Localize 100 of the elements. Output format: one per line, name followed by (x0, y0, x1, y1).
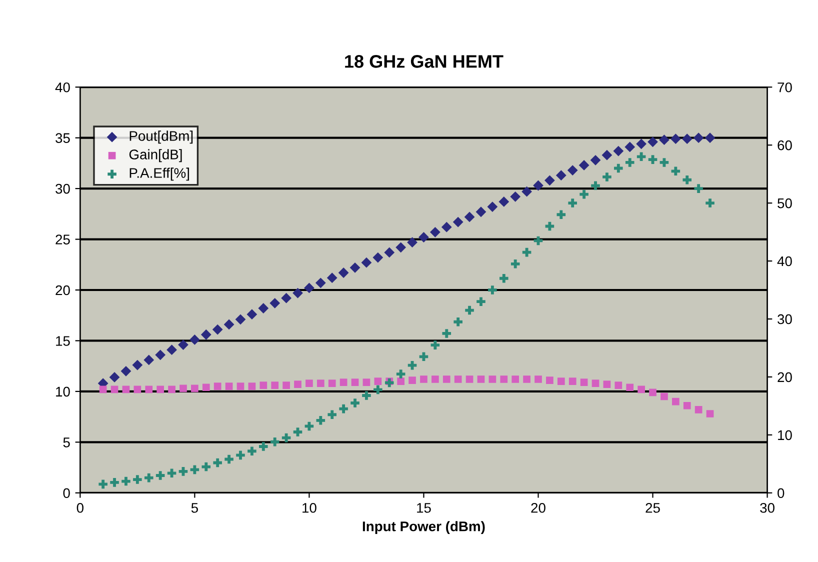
point (236, 450, 245, 460)
point (384, 378, 394, 388)
point (292, 288, 303, 298)
point (328, 410, 336, 420)
point (168, 386, 176, 394)
point (110, 478, 119, 487)
point (109, 372, 120, 382)
point (361, 257, 372, 268)
y-tick-label: 35 (56, 133, 70, 143)
point (454, 376, 462, 383)
point (224, 454, 234, 464)
point (590, 154, 601, 166)
point (178, 340, 188, 350)
point (408, 360, 417, 370)
point (614, 382, 622, 390)
point (396, 242, 406, 253)
point (362, 378, 370, 386)
point (166, 344, 177, 356)
point (522, 186, 532, 197)
point (270, 298, 280, 308)
point (477, 376, 485, 383)
point (189, 334, 200, 345)
point (384, 247, 395, 258)
point (500, 376, 508, 383)
point (306, 380, 313, 387)
x-tick-label: 15 (417, 503, 431, 513)
point (442, 329, 452, 338)
y2-tick-label: 10 (778, 430, 792, 440)
point (338, 268, 349, 278)
point (144, 473, 154, 482)
point (488, 376, 496, 383)
point (200, 329, 212, 340)
point (670, 134, 681, 144)
point (133, 475, 142, 484)
y-tick-label: 15 (56, 336, 70, 346)
point (98, 480, 108, 489)
point (144, 354, 154, 366)
point (225, 382, 233, 390)
y2-tick-label: 50 (778, 198, 792, 208)
point (99, 386, 107, 394)
point (556, 170, 566, 181)
point (350, 262, 360, 273)
y-tick-label: 20 (56, 285, 70, 296)
point (190, 465, 200, 474)
point (546, 376, 554, 384)
point (430, 340, 440, 350)
point (110, 386, 118, 394)
point (407, 237, 418, 248)
point (636, 138, 647, 150)
point (510, 260, 520, 268)
point (454, 317, 462, 326)
y-tick-label: 30 (56, 184, 70, 194)
point (132, 360, 143, 370)
point (441, 222, 452, 232)
point (362, 391, 371, 400)
point (248, 382, 256, 390)
point (282, 433, 291, 442)
point (624, 142, 636, 152)
point (259, 442, 268, 451)
y-tick-label: 5 (63, 438, 70, 448)
point (466, 376, 474, 383)
point (396, 370, 406, 378)
point (235, 314, 246, 325)
point (626, 384, 634, 392)
point (476, 206, 486, 218)
point (258, 303, 269, 314)
point (156, 386, 164, 394)
point (648, 155, 658, 164)
point (316, 416, 326, 425)
point (372, 252, 384, 263)
point (706, 198, 714, 208)
point (694, 184, 703, 193)
point (156, 471, 165, 480)
point (592, 380, 600, 387)
x-tick-label: 25 (646, 502, 660, 513)
legend-label: Pout[dBm] (130, 130, 193, 144)
point (419, 352, 428, 362)
point (293, 428, 302, 436)
y2-tick-label: 0 (778, 488, 784, 498)
point (350, 398, 360, 408)
y2-tick-label: 20 (778, 372, 792, 382)
point (567, 165, 578, 176)
point (122, 476, 130, 486)
point (178, 467, 188, 476)
point (340, 378, 348, 386)
point (693, 132, 704, 144)
point (649, 388, 656, 396)
point (432, 376, 439, 383)
point (683, 402, 691, 410)
point (134, 386, 142, 394)
point (533, 180, 544, 191)
point (682, 134, 692, 144)
point (465, 306, 474, 315)
y2-tick-label: 70 (778, 82, 792, 92)
point (578, 160, 590, 170)
point (452, 216, 464, 228)
point (704, 132, 716, 144)
point (603, 380, 611, 388)
point (180, 384, 187, 392)
point (638, 386, 645, 394)
